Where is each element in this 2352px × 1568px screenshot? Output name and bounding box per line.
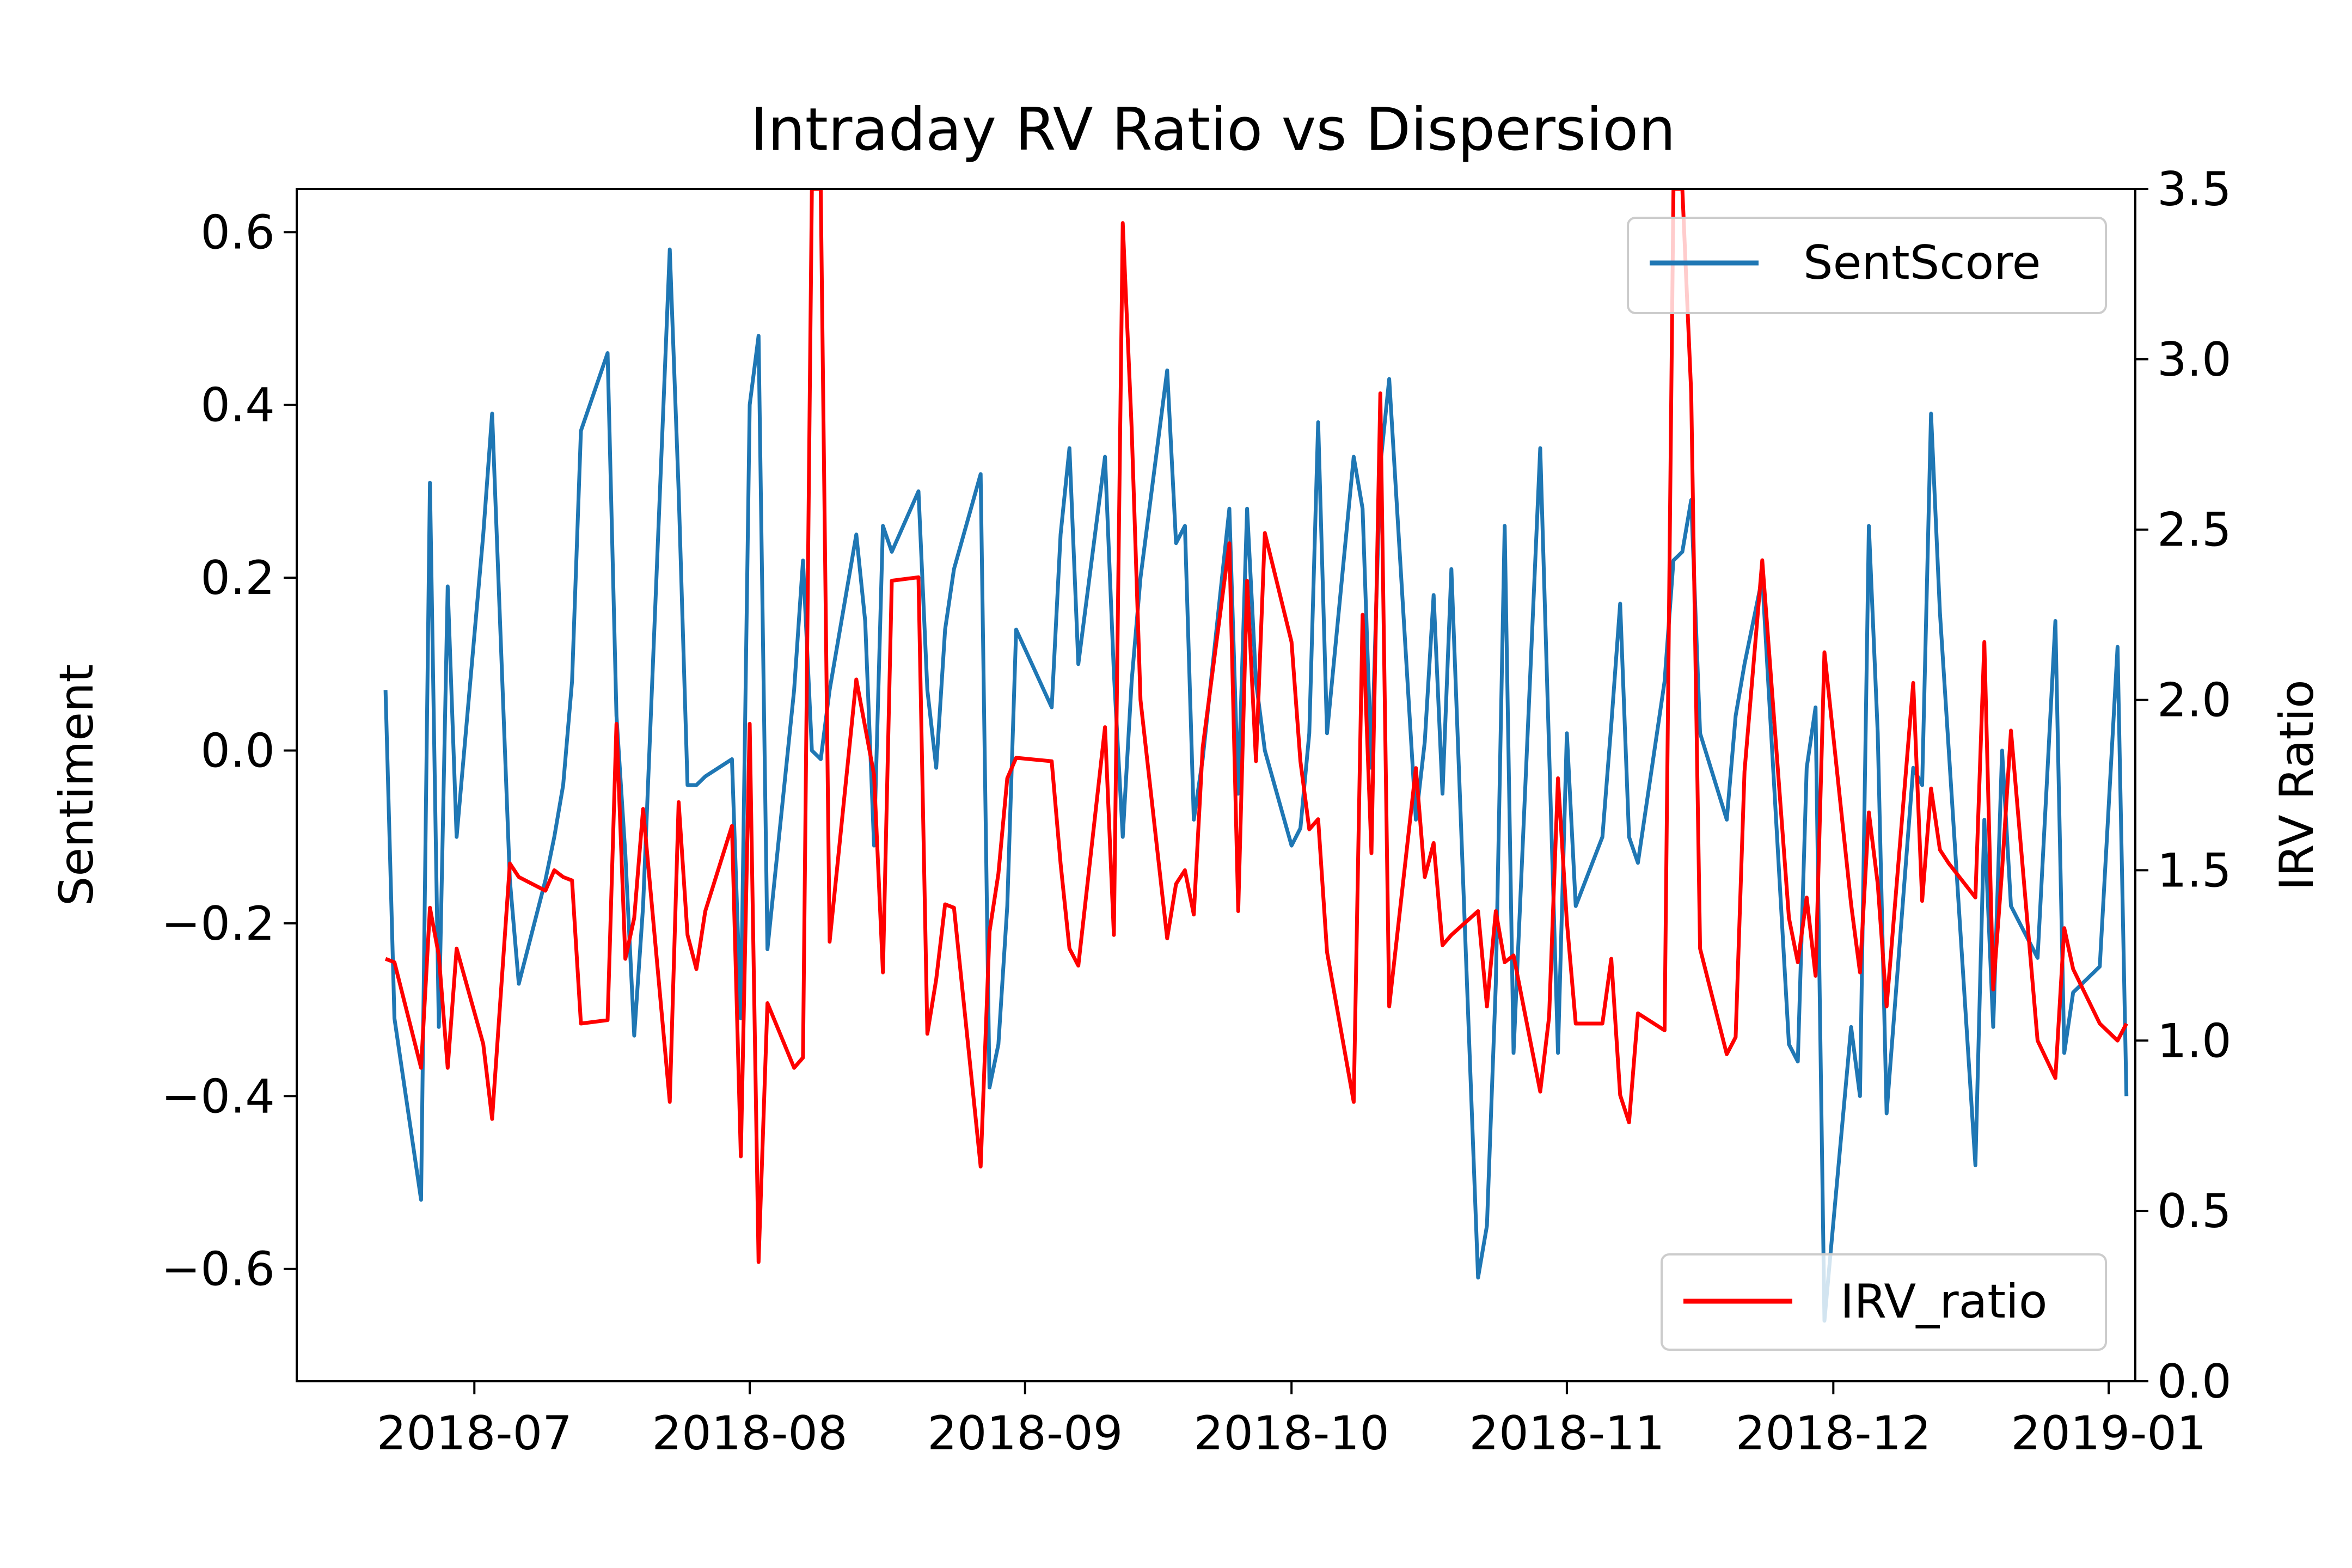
y2-tick-label: 2.0 <box>2157 673 2232 728</box>
y-axis-left: 0.6 0.4 0.2 0.0 −0.2 −0.4 −0.6 <box>161 205 297 1297</box>
plot-area-frame <box>296 188 2136 1382</box>
legend-sentscore-label: SentScore <box>1803 236 2041 290</box>
y-axis-left-label: Sentiment <box>50 664 104 906</box>
y2-tick-label: 3.5 <box>2157 162 2232 217</box>
chart-title: Intraday RV Ratio vs Dispersion <box>750 96 1675 164</box>
x-tick-label: 2018-11 <box>1469 1406 1664 1461</box>
y-tick-label: 0.0 <box>200 724 275 779</box>
y-tick-label: 0.4 <box>200 378 275 433</box>
y-tick-label: 0.2 <box>200 551 275 605</box>
y-tick-label: 0.6 <box>200 205 275 260</box>
series-line-sentscore <box>383 247 2129 1323</box>
legend-sentscore: SentScore <box>1627 217 2107 314</box>
legend-irv-ratio-box <box>1661 1253 2107 1351</box>
x-tick-label: 2018-12 <box>1736 1406 1931 1461</box>
y2-tick-label: 0.5 <box>2157 1184 2232 1239</box>
y2-tick-label: 1.5 <box>2157 843 2232 898</box>
y-tick-label: −0.2 <box>161 897 275 951</box>
y2-tick-label: 2.5 <box>2157 503 2232 558</box>
y-axis-right-label: IRV Ratio <box>2270 679 2324 890</box>
x-axis: 2018-07 2018-08 2018-09 2018-10 2018-11 2018-… <box>377 1381 2207 1461</box>
x-tick-label: 2018-10 <box>1194 1406 1389 1461</box>
y2-tick-label: 0.0 <box>2157 1355 2232 1409</box>
x-tick-label: 2018-09 <box>927 1406 1123 1461</box>
y-tick-label: −0.4 <box>161 1069 275 1124</box>
y2-tick-label: 1.0 <box>2157 1014 2232 1068</box>
y-tick-label: −0.6 <box>161 1242 275 1297</box>
legend-irv-ratio-label: IRV_ratio <box>1840 1275 2048 1329</box>
y-axis-right: 3.5 3.0 2.5 2.0 1.5 1.0 0.5 0.0 <box>2135 162 2232 1409</box>
series-line-irv-ratio <box>384 189 2128 1264</box>
series-layer <box>383 189 2129 1323</box>
y2-tick-label: 3.0 <box>2157 333 2232 387</box>
x-tick-label: 2018-08 <box>652 1406 847 1461</box>
x-tick-label: 2019-01 <box>2011 1406 2206 1461</box>
x-tick-label: 2018-07 <box>377 1406 572 1461</box>
legend-irv-ratio: IRV_ratio <box>1661 1253 2107 1351</box>
legend-sentscore-box <box>1627 217 2107 314</box>
